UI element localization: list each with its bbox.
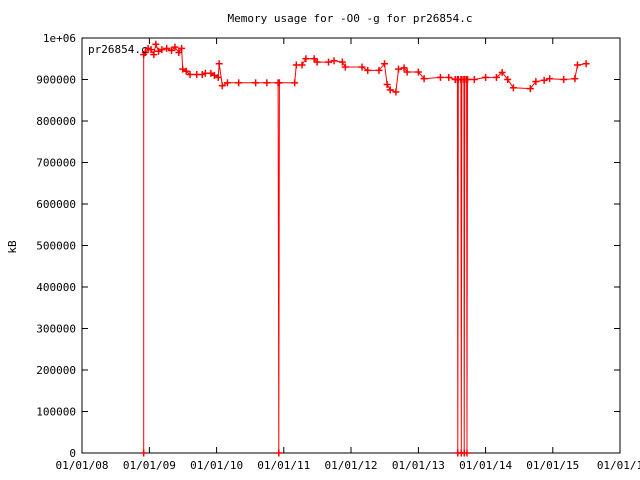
data-point (167, 46, 175, 54)
data-point (275, 449, 283, 457)
data-point (560, 76, 568, 83)
series-line (143, 42, 587, 454)
y-tick-label: 600000 (36, 198, 76, 211)
x-tick-label: 01/01/14 (459, 459, 512, 472)
data-point (573, 61, 581, 69)
y-tick-label: 500000 (36, 240, 76, 253)
y-tick-label: 700000 (36, 157, 76, 170)
data-point (338, 58, 346, 66)
data-point (163, 44, 171, 52)
y-axis-label: kB (6, 240, 19, 254)
data-point (215, 60, 223, 68)
data-point (492, 73, 500, 81)
chart-title: Memory usage for -O0 -g for pr26854.c (227, 12, 472, 25)
legend: pr26854.c (88, 43, 148, 56)
data-point (141, 49, 149, 57)
data-point (546, 75, 554, 83)
y-tick-label: 400000 (36, 281, 76, 294)
data-point (235, 79, 243, 87)
data-point (386, 86, 394, 94)
data-point (375, 66, 383, 74)
data-point (464, 76, 472, 83)
data-point (275, 79, 283, 87)
data-point (498, 68, 506, 76)
x-tick-label: 01/01/12 (325, 459, 378, 472)
x-tick-label: 01/01/13 (392, 459, 445, 472)
data-point (509, 84, 517, 92)
data-point (400, 64, 408, 72)
x-tick-label: 01/01/11 (257, 459, 310, 472)
x-tick-label: 01/01/09 (123, 459, 176, 472)
data-point (358, 63, 366, 71)
data-point (381, 60, 389, 68)
data-point (395, 65, 403, 73)
y-tick-label: 900000 (36, 74, 76, 87)
data-point (341, 63, 349, 71)
data-point (325, 58, 333, 66)
data-point (186, 71, 194, 79)
y-tick-label: 0 (69, 447, 76, 460)
data-point (175, 49, 183, 57)
data-point (140, 449, 148, 457)
series-layer (140, 40, 590, 457)
data-point (540, 76, 548, 84)
data-point (482, 73, 490, 81)
data-point (298, 61, 306, 69)
data-point (445, 73, 453, 81)
data-point (158, 46, 166, 54)
data-point (178, 44, 186, 52)
data-point (470, 76, 478, 83)
data-point (198, 71, 206, 79)
data-point (223, 79, 231, 87)
x-tick-label: 01/01/1 (597, 459, 640, 472)
data-point (504, 76, 512, 83)
data-point (420, 75, 428, 83)
data-point (150, 51, 158, 59)
data-point (214, 73, 222, 81)
data-point (364, 66, 372, 74)
data-point (571, 75, 579, 83)
y-tick-label: 200000 (36, 364, 76, 377)
data-point (147, 46, 155, 54)
data-point (383, 80, 391, 88)
data-point (463, 449, 471, 457)
data-point (414, 68, 422, 76)
data-point (218, 82, 226, 90)
y-tick-label: 1e+06 (43, 32, 76, 45)
data-point (582, 60, 590, 68)
data-point (302, 55, 310, 63)
data-point (155, 47, 163, 55)
x-tick-label: 01/01/15 (526, 459, 579, 472)
y-tick-label: 800000 (36, 115, 76, 128)
y-tick-label: 100000 (36, 406, 76, 419)
plot-frame (81, 37, 621, 454)
axes: 0 100000 200000 300000 400000 500000 600000 700… (36, 32, 640, 472)
data-point (263, 79, 271, 87)
data-point (313, 58, 321, 66)
data-point (526, 85, 534, 93)
legend-label: pr26854.c (88, 43, 148, 56)
x-tick-label: 01/01/08 (56, 459, 109, 472)
data-point (171, 43, 179, 51)
data-point (403, 68, 411, 76)
data-point (210, 71, 218, 79)
data-point (291, 79, 299, 87)
data-point (330, 57, 338, 65)
data-point (252, 79, 260, 87)
x-tick-label: 01/01/10 (190, 459, 243, 472)
data-point (152, 40, 160, 48)
data-point (392, 88, 400, 96)
data-point (436, 73, 444, 81)
y-tick-label: 300000 (36, 323, 76, 336)
data-point (182, 67, 190, 75)
data-point (532, 78, 540, 86)
